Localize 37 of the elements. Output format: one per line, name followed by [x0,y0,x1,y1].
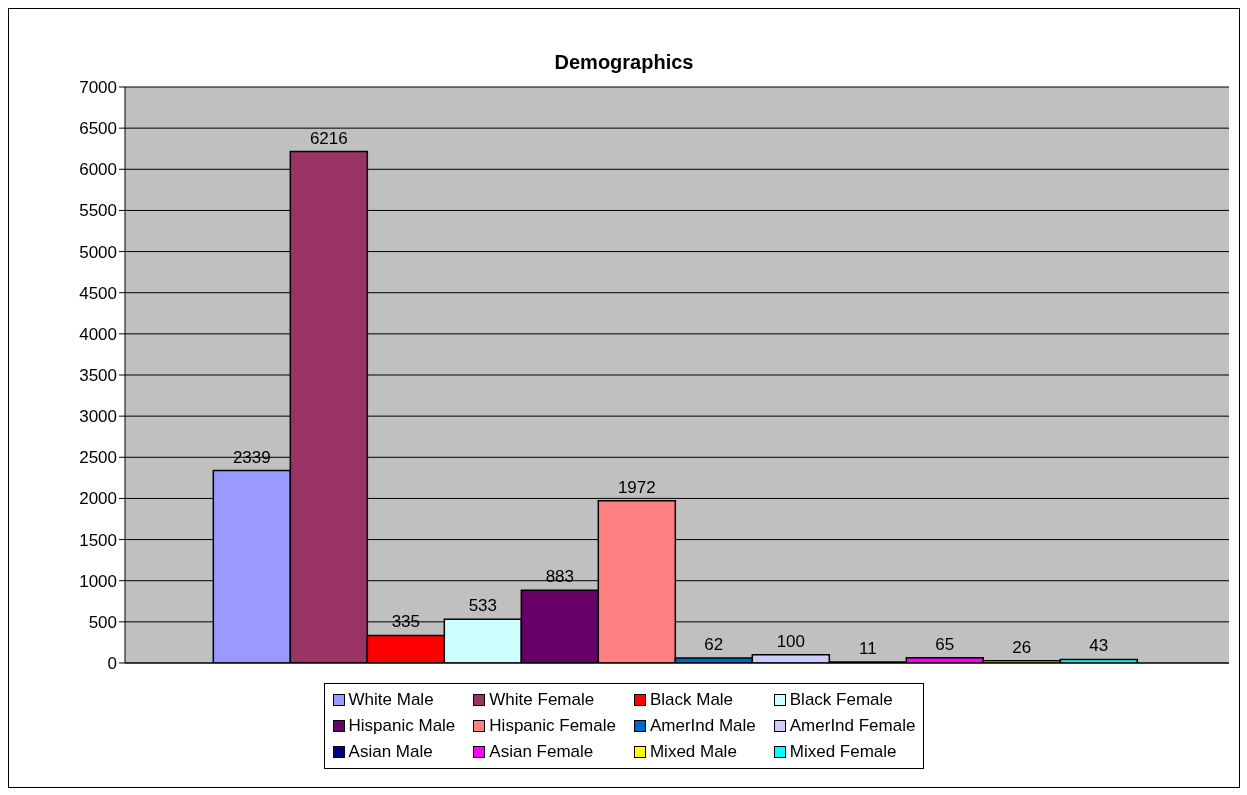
y-tick-label: 500 [88,612,117,632]
y-tick-label: 2000 [79,489,117,509]
data-label: 533 [468,596,498,616]
y-tick-label: 3500 [79,366,117,386]
y-tick-label: 6000 [79,160,117,180]
legend-label: AmerInd Male [649,716,756,736]
legend-label: Hispanic Male [348,716,456,736]
legend-label: Hispanic Female [489,716,616,736]
y-tick-label: 0 [107,654,117,674]
data-label: 100 [776,631,806,651]
legend-label: Asian Male [348,742,433,762]
data-label: 11 [858,639,877,659]
legend-label: White Female [489,690,595,710]
y-tick-label: 2500 [79,448,117,468]
y-tick-label: 5500 [79,201,117,221]
y-tick-label: 4000 [79,324,117,344]
data-label: 1972 [617,477,656,497]
data-label: 62 [704,634,724,654]
legend-label: Black Male [649,690,734,710]
y-tick-label: 7000 [79,78,117,98]
y-tick-label: 6500 [79,119,117,139]
legend-label: Mixed Female [789,742,897,762]
y-tick-label: 4500 [79,283,117,303]
chart-title: Demographics [553,51,695,74]
legend-label: AmerInd Female [789,716,916,736]
data-label: 65 [935,634,955,654]
y-tick-label: 1000 [79,571,117,591]
data-label: 26 [1012,637,1032,657]
y-tick-label: 1500 [79,530,117,550]
y-tick-label: 5000 [79,242,117,262]
legend-label: Black Female [789,690,893,710]
legend-label: Asian Female [489,742,594,762]
legend-label: Mixed Male [649,742,737,762]
y-tick-label: 3000 [79,407,117,427]
data-label: 6216 [309,128,348,148]
legend-label: White Male [348,690,434,710]
data-label: 43 [1089,636,1109,656]
